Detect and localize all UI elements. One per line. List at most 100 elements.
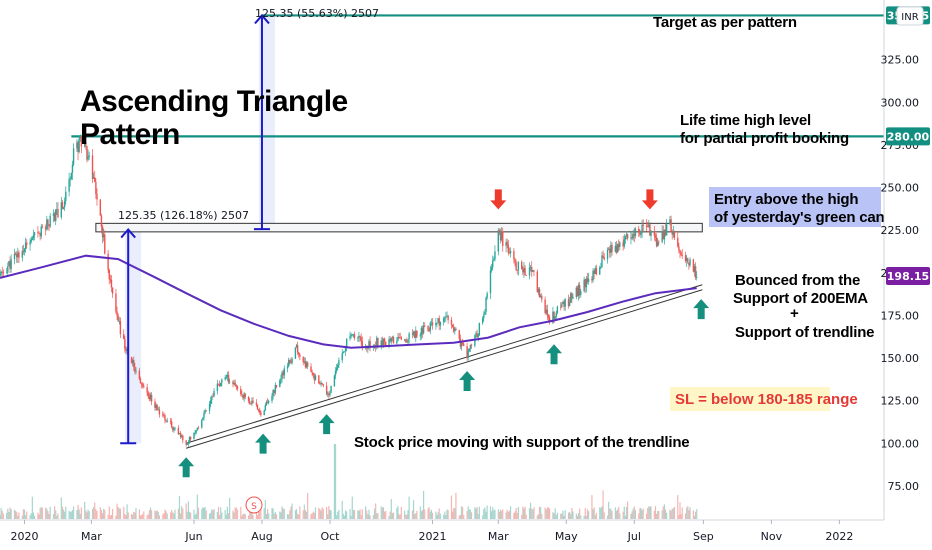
volume-bar [544, 507, 546, 519]
candle-body [156, 404, 158, 410]
resistance-down-arrow [641, 189, 658, 210]
lifetime-high-label-2: for partial profit booking [680, 130, 849, 147]
candle-body [493, 259, 495, 261]
support-up-arrow [255, 433, 272, 454]
volume-bar [163, 513, 165, 519]
stop-loss-box [670, 387, 830, 411]
candle-body [311, 371, 313, 373]
volume-bar [476, 507, 478, 519]
candle-body [241, 393, 243, 395]
candle-body [499, 230, 502, 241]
candle-body [572, 296, 574, 299]
plot-area[interactable]: Ascending Triangle Pattern Target as per… [0, 7, 906, 519]
candle-body [16, 254, 18, 258]
candle-body [655, 237, 658, 247]
candle-body [322, 384, 324, 386]
candle-body [435, 322, 437, 326]
candle-body [649, 224, 651, 236]
volume-bar [236, 509, 239, 519]
volume-bar [419, 506, 421, 519]
candle-body [451, 324, 454, 328]
candle-body [92, 177, 95, 179]
currency-badge[interactable] [896, 6, 924, 26]
volume-bar [451, 511, 454, 519]
candle-body [515, 262, 517, 270]
volume-bar [640, 507, 642, 519]
candle-body [412, 331, 415, 335]
candle-body [236, 386, 239, 389]
candle-body [622, 242, 624, 247]
candle-body [563, 301, 565, 307]
candle-body [188, 436, 191, 443]
volume-bar [110, 514, 113, 519]
candle-body [333, 375, 336, 386]
candle-body [591, 278, 593, 281]
candle-body [2, 272, 5, 273]
volume-bar [25, 515, 27, 519]
volume-bar [349, 508, 351, 519]
candle-body [678, 246, 680, 251]
volume-bar [216, 511, 218, 519]
candle-body [670, 219, 672, 232]
volume-bar [377, 513, 379, 519]
candle-body [428, 330, 430, 332]
candle-body [662, 231, 664, 240]
candle-body [252, 400, 254, 403]
volume-bar [484, 507, 486, 519]
volume-bar [606, 515, 609, 519]
support-up-arrow [546, 344, 563, 365]
candle-body [306, 362, 309, 367]
volume-bar [302, 510, 304, 519]
volume-bar [146, 515, 148, 519]
candle-body [133, 359, 135, 367]
candle-body [571, 293, 573, 299]
volume-bar [343, 515, 346, 519]
candle-body [687, 258, 689, 263]
candle-body [447, 315, 449, 320]
candle-body [476, 333, 478, 338]
volume-bar [307, 493, 309, 519]
candle-body [545, 309, 547, 314]
candle-body [95, 181, 97, 195]
volume-bar [462, 507, 464, 519]
volume-bar [282, 508, 284, 519]
candle-body [259, 410, 261, 413]
volume-bar [468, 509, 470, 519]
volume-bar [622, 511, 624, 519]
volume-bar [405, 514, 407, 519]
volume-bar [492, 507, 494, 519]
volume-bar [274, 511, 276, 519]
candle-body [131, 359, 134, 364]
volume-bar [616, 509, 619, 519]
candle-body [640, 232, 642, 235]
candle-body [88, 155, 90, 157]
candle-body [107, 253, 109, 270]
volume-bar [88, 511, 90, 519]
volume-bar [299, 506, 301, 519]
candle-body [609, 248, 611, 253]
volume-bar [164, 509, 166, 519]
volume-bar [561, 513, 563, 519]
candle-body [444, 317, 446, 319]
candle-body [367, 347, 369, 349]
volume-bar [99, 507, 101, 519]
horizontal-levels [71, 14, 884, 138]
candle-body [406, 341, 408, 343]
candle-body [537, 289, 540, 293]
candle-body [247, 396, 250, 401]
support-up-arrow [318, 414, 335, 435]
candle-body [343, 351, 346, 353]
volume-bar [158, 515, 161, 519]
volume-bar [80, 507, 82, 519]
candle-body [157, 409, 159, 411]
earnings-badge[interactable] [245, 496, 263, 514]
volume-bar [537, 514, 540, 519]
measure-arrowhead [254, 13, 270, 25]
x-axis[interactable]: 2020 Mar Jun Aug Oct 2021 Mar May Jul Sep Nov 2022 [11, 520, 854, 543]
volume-bar [571, 507, 573, 519]
candle-body [233, 382, 235, 385]
volume-bar [385, 510, 387, 519]
candle-body [586, 278, 589, 282]
volume-bar [47, 511, 49, 519]
